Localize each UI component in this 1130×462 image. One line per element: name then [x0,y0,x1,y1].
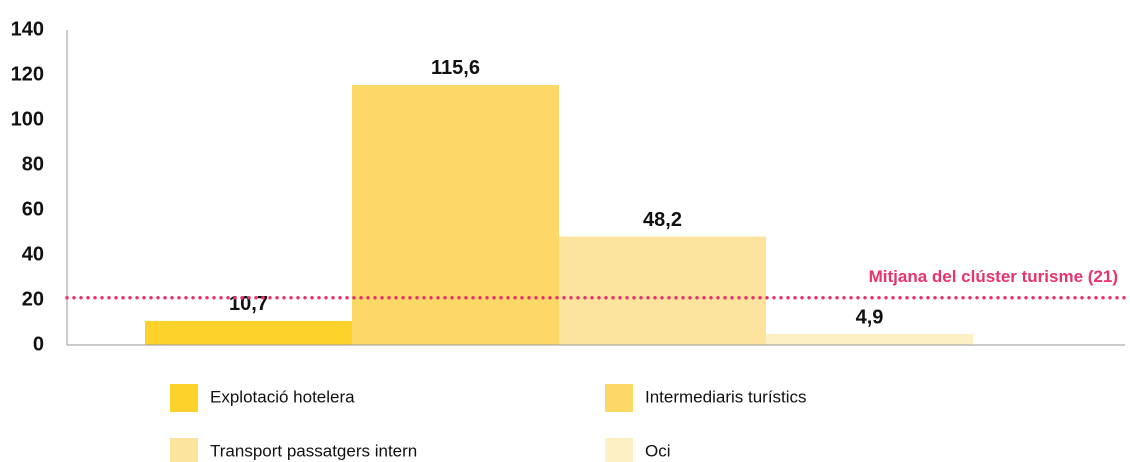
bar [145,320,352,345]
legend-label: Intermediaris turístics [645,387,807,406]
data-label: 48,2 [643,209,682,231]
bar [766,333,973,345]
legend-label: Transport passatgers intern [210,441,417,460]
legend-swatch [170,438,198,462]
reference-label: Mitjana del clúster turisme (21) [869,267,1118,286]
y-tick-label: 140 [11,18,44,40]
data-label: 4,9 [856,306,884,328]
legend-swatch [170,384,198,412]
y-tick-label: 0 [33,333,44,355]
bar [559,236,766,345]
y-tick-label: 40 [22,243,44,265]
y-tick-label: 100 [11,108,44,130]
legend-swatch [605,438,633,462]
y-tick-label: 120 [11,63,44,85]
y-tick-label: 80 [22,153,44,175]
legend-label: Explotació hotelera [210,387,355,406]
y-tick-label: 20 [22,288,44,310]
data-label: 10,7 [229,293,268,315]
data-label: 115,6 [431,57,480,79]
legend-label: Oci [645,441,671,460]
bar [352,84,559,346]
legend-swatch [605,384,633,412]
y-tick-label: 60 [22,198,44,220]
